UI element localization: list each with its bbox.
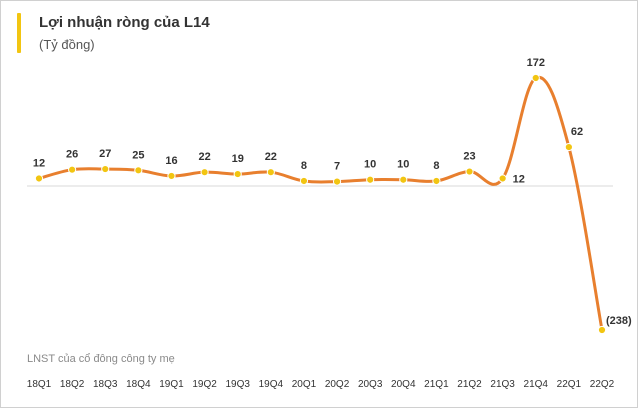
data-label-18Q3: 27 [99, 148, 111, 160]
data-point-18Q1 [34, 174, 44, 183]
data-label-18Q2: 26 [66, 149, 78, 161]
x-tick-20Q4: 20Q4 [391, 379, 416, 390]
data-point-18Q2 [68, 165, 77, 174]
data-label-18Q1: 12 [33, 157, 45, 169]
x-tick-20Q3: 20Q3 [358, 379, 383, 390]
data-markers [34, 73, 607, 335]
data-label-20Q4: 10 [397, 159, 409, 171]
data-label-21Q4: 172 [527, 57, 545, 69]
x-tick-21Q2: 21Q2 [457, 379, 482, 390]
data-point-20Q3 [366, 175, 375, 184]
data-point-19Q3 [233, 169, 242, 179]
data-label-19Q4: 22 [265, 151, 277, 163]
data-label-20Q1: 8 [301, 160, 307, 172]
x-tick-19Q1: 19Q1 [159, 379, 184, 390]
x-tick-18Q3: 18Q3 [93, 379, 118, 390]
x-tick-21Q3: 21Q3 [490, 379, 515, 390]
data-point-20Q1 [299, 176, 309, 186]
chart-unit-label: (Tỷ đồng) [39, 37, 95, 52]
chart-title: Lợi nhuận ròng của L14 [39, 14, 210, 31]
x-tick-18Q1: 18Q1 [27, 379, 52, 390]
data-point-18Q3 [101, 164, 110, 174]
data-label-22Q2: (238) [606, 315, 632, 327]
data-label-19Q3: 19 [232, 153, 244, 165]
x-tick-19Q4: 19Q4 [259, 379, 284, 390]
data-label-21Q3: 12 [513, 173, 525, 185]
x-axis-ticks: 18Q1 18Q2 18Q3 18Q4 19Q1 19Q2 19Q3 19Q4 20Q1 20Q2… [27, 379, 615, 390]
data-label-20Q2: 7 [334, 161, 340, 173]
data-point-19Q1 [167, 171, 176, 181]
x-tick-19Q2: 19Q2 [192, 379, 217, 390]
data-point-21Q1 [432, 176, 441, 186]
data-point-19Q4 [266, 168, 275, 177]
data-labels: 12 26 27 25 16 22 19 22 8 7 10 10 8 23 12 172 62 (238) [33, 57, 632, 327]
data-point-20Q4 [399, 175, 408, 184]
data-label-19Q1: 16 [165, 155, 177, 167]
data-label-20Q3: 10 [364, 159, 376, 171]
x-tick-19Q3: 19Q3 [225, 379, 250, 390]
title-accent-bar [17, 13, 21, 53]
x-tick-22Q1: 22Q1 [557, 379, 582, 390]
data-point-22Q2 [597, 325, 607, 335]
source-note: LNST của cổ đông công ty mẹ [27, 353, 175, 365]
data-label-21Q2: 23 [463, 151, 475, 163]
x-tick-21Q4: 21Q4 [524, 379, 549, 390]
x-tick-21Q1: 21Q1 [424, 379, 449, 390]
data-point-21Q3 [498, 174, 507, 183]
data-label-18Q4: 25 [132, 149, 144, 161]
data-point-22Q1 [564, 142, 573, 152]
x-tick-18Q4: 18Q4 [126, 379, 151, 390]
data-label-21Q1: 8 [433, 160, 439, 172]
series-line [37, 75, 604, 332]
data-point-21Q2 [465, 167, 474, 176]
data-point-21Q4 [531, 73, 540, 83]
data-label-22Q1: 62 [571, 126, 583, 138]
data-point-19Q2 [200, 168, 209, 177]
data-point-20Q2 [332, 177, 342, 186]
x-tick-20Q1: 20Q1 [292, 379, 317, 390]
data-point-18Q4 [134, 166, 143, 175]
x-tick-18Q2: 18Q2 [60, 379, 85, 390]
x-tick-22Q2: 22Q2 [590, 379, 615, 390]
data-label-19Q2: 22 [198, 151, 210, 163]
x-tick-20Q2: 20Q2 [325, 379, 350, 390]
